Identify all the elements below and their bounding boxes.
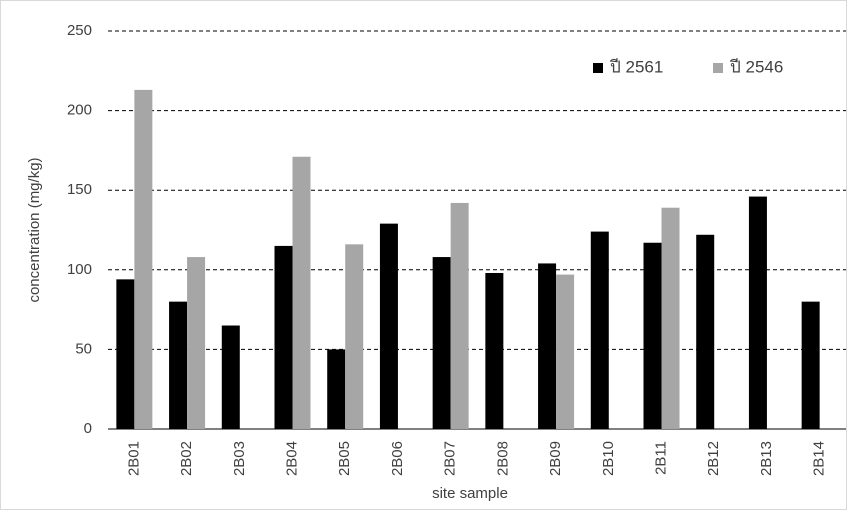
bar [748,196,767,429]
y-tick-label: 0 [84,420,92,437]
bar [169,301,188,429]
bar [345,244,364,429]
x-axis-label: site sample [432,485,508,502]
x-tick-label: 2B09 [547,441,564,476]
bar [187,257,206,429]
x-tick-label: 2B12 [705,441,722,476]
bar [379,223,398,429]
y-tick-label: 150 [67,181,92,198]
x-tick-label: 2B06 [389,441,406,476]
bar [221,325,240,429]
y-axis-label: concentration (mg/kg) [26,157,43,302]
x-tick-label: 2B08 [494,441,511,476]
bar [450,202,469,429]
x-tick-label: 2B05 [336,441,353,476]
y-tick-label: 50 [75,340,92,357]
bar [485,272,504,429]
x-tick-label: 2B11 [652,441,669,475]
bar [661,207,680,429]
bar [134,89,153,430]
x-tick-label: 2B03 [231,441,248,476]
bar [432,257,451,429]
x-tick-label: 2B07 [442,441,459,476]
bar [327,349,346,429]
legend-label: ปี 2546 [729,57,783,76]
bar [643,242,662,429]
bar [590,231,609,429]
bar [556,274,575,429]
legend-label: ปี 2561 [609,57,663,76]
y-tick-label: 200 [67,102,92,119]
x-tick-label: 2B04 [283,441,300,476]
x-tick-label: 2B10 [600,441,617,476]
bar [292,156,311,429]
x-tick-label: 2B02 [178,441,195,476]
bar [538,263,557,429]
x-tick-label: 2B13 [758,441,775,476]
legend-swatch [593,63,603,73]
y-tick-label: 250 [67,22,92,39]
bar [801,301,820,429]
bar [696,234,715,429]
x-tick-label: 2B01 [125,441,142,476]
x-tick-label: 2B14 [811,441,828,476]
bar [274,245,293,429]
legend-swatch [713,63,723,73]
bar [116,279,135,429]
y-tick-label: 100 [67,261,92,278]
